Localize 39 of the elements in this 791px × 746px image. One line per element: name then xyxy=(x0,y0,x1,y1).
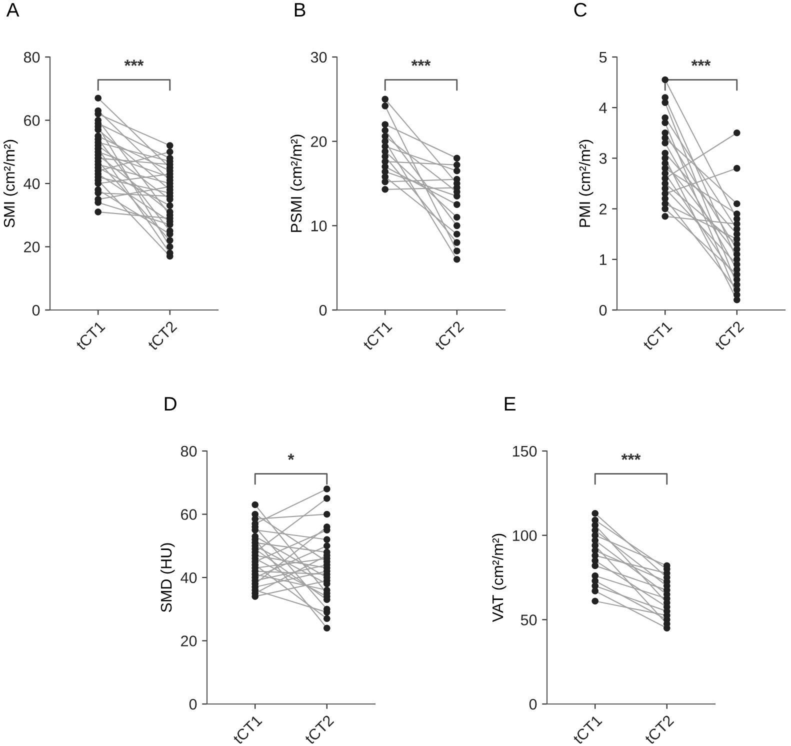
y-tick-label: 1 xyxy=(600,254,607,265)
y-tick-label: 0 xyxy=(599,304,607,316)
annotation: *** xyxy=(124,60,144,66)
chart-title: C xyxy=(574,2,587,17)
y-tick-label: 20 xyxy=(311,136,327,148)
chart-title: B xyxy=(294,3,306,16)
y-tick-label: 0 xyxy=(32,304,40,316)
y-tick-label: 10 xyxy=(311,220,327,232)
annotation: *** xyxy=(691,60,711,66)
y-tick-label: 0 xyxy=(189,698,197,710)
y-tick-label: 50 xyxy=(520,614,537,626)
annotation: * xyxy=(288,454,294,460)
y-tick-label: 0 xyxy=(319,304,327,316)
chart-title: E xyxy=(504,397,516,410)
y-tick-label: 80 xyxy=(180,446,197,457)
y-tick-label: 0 xyxy=(529,698,537,710)
y-axis-title: PSMI (cm²/m²) xyxy=(290,134,305,232)
y-tick-label: 5 xyxy=(599,52,607,63)
y-tick-label: 100 xyxy=(512,530,537,542)
y-axis-title: VAT (cm²/m²) xyxy=(492,534,506,622)
y-tick-label: 60 xyxy=(24,115,40,126)
y-tick-label: 60 xyxy=(181,509,197,520)
annotation: *** xyxy=(411,60,431,66)
y-axis-title: SMI (cm²/m²) xyxy=(3,140,18,228)
y-tick-label: 20 xyxy=(24,242,40,252)
y-tick-label: 3 xyxy=(599,153,607,164)
y-axis-title: SMD (HU) xyxy=(160,543,175,612)
y-tick-label: 40 xyxy=(24,178,40,190)
y-tick-label: 30 xyxy=(310,52,327,63)
chart-title: D xyxy=(164,397,176,410)
y-tick-label: 40 xyxy=(180,572,197,584)
y-tick-label: 4 xyxy=(599,102,607,114)
annotation: *** xyxy=(621,454,641,460)
y-axis-title: PMI (cm²/m²) xyxy=(578,140,594,227)
y-tick-label: 20 xyxy=(181,636,197,646)
y-tick-label: 150 xyxy=(512,446,537,457)
chart-title: A xyxy=(6,3,20,16)
y-tick-label: 80 xyxy=(24,52,40,63)
y-tick-label: 2 xyxy=(600,204,607,214)
